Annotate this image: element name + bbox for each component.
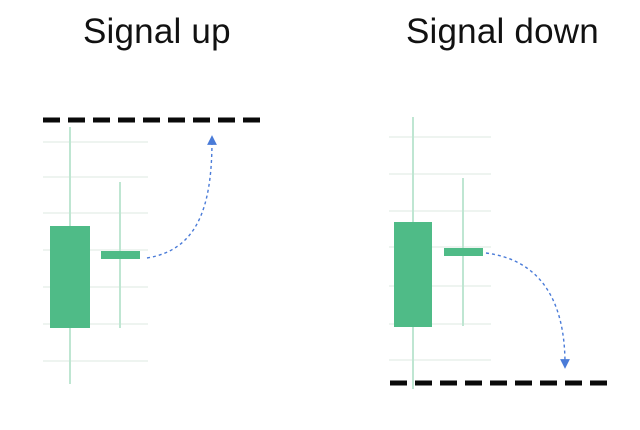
- small-doji-candle: [444, 248, 483, 256]
- signal-up-title: Signal up: [83, 12, 231, 51]
- big-bullish-candle: [50, 226, 90, 328]
- breakdown-down-arrow: [485, 252, 570, 369]
- breakout-up-arrow: [146, 135, 217, 259]
- signal-down-panel: [389, 117, 611, 389]
- small-doji-candle: [101, 251, 140, 259]
- big-bullish-candle: [394, 222, 432, 327]
- signal-up-panel: [43, 117, 262, 384]
- signal-down-title: Signal down: [406, 12, 599, 51]
